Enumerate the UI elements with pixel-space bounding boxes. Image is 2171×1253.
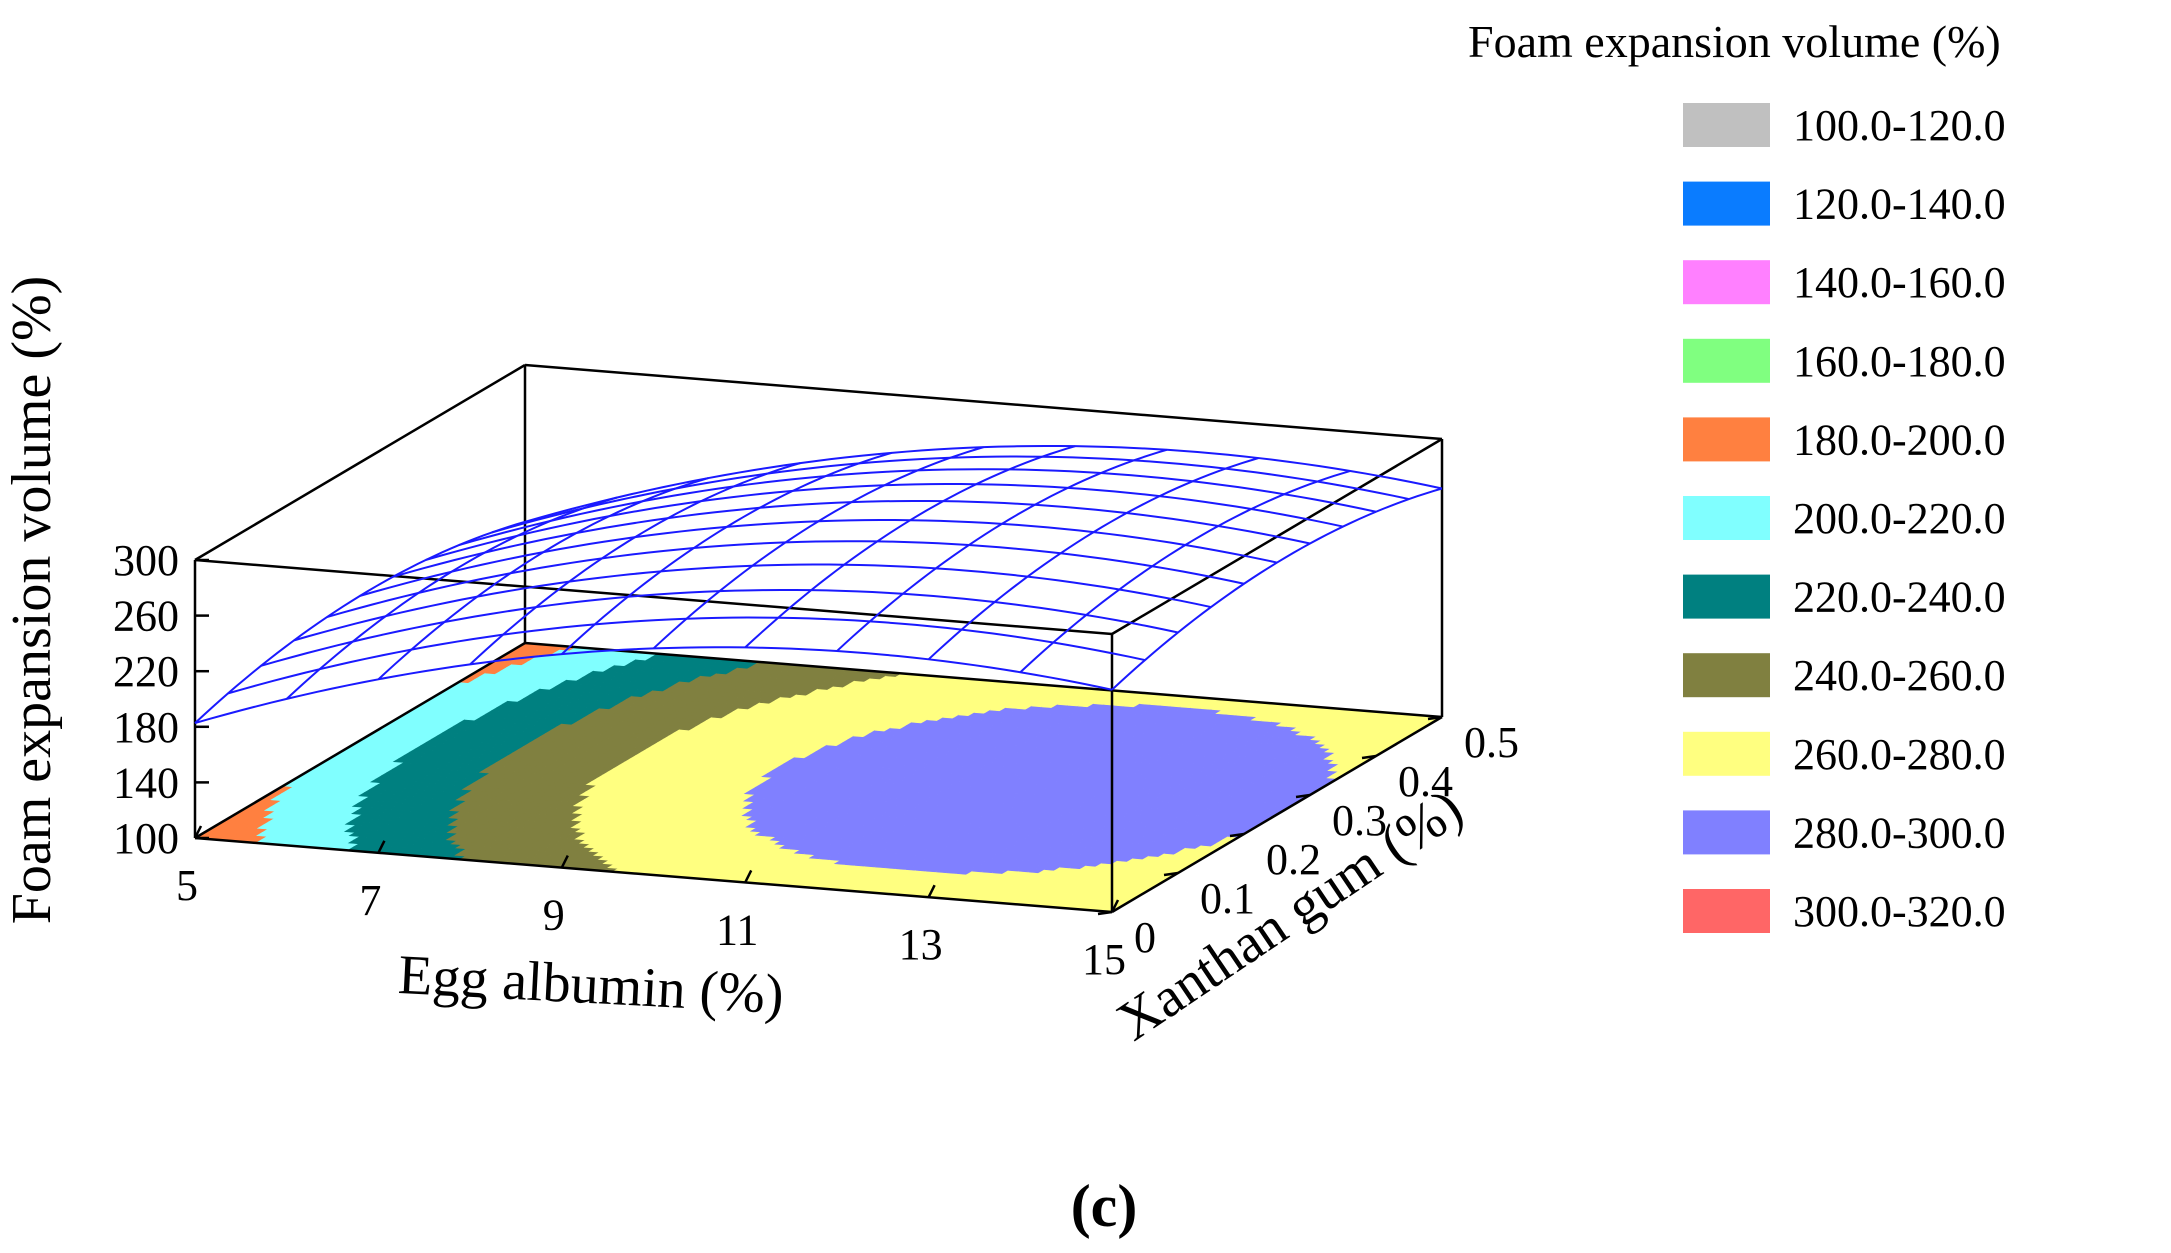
floor-contour-map: [194, 642, 1443, 913]
